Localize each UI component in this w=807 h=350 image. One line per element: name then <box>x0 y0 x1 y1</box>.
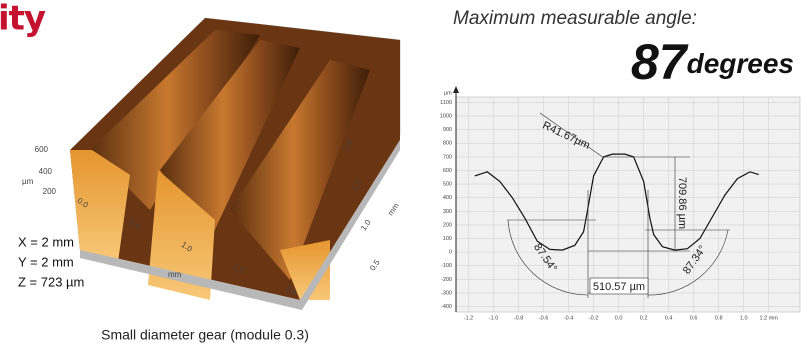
x-tick-label: -1.0 <box>489 315 498 321</box>
z-tick-label: 200 <box>43 187 57 196</box>
subtitle: Maximum measurable angle: <box>453 8 697 29</box>
y-tick-label: -200 <box>441 277 452 283</box>
y-unit: µm <box>444 90 452 96</box>
annotation: 510.57 µm <box>593 281 645 293</box>
x-tick-label: 0.2 <box>640 315 648 321</box>
annotation: 709.86 µm <box>676 177 688 229</box>
angle-unit: degrees <box>687 48 794 79</box>
dimension-text: Y = 2 mm <box>18 254 74 269</box>
x-tick-label: 0.8 <box>715 315 723 321</box>
y-tick-label: 0.5 <box>368 258 382 273</box>
plot-area <box>455 96 801 313</box>
y-tick-label: 200 <box>443 222 452 228</box>
gear-3d-image <box>70 17 401 310</box>
x-tick-label: 0.4 <box>665 315 673 321</box>
y-tick-label: 900 <box>443 127 452 133</box>
x-tick-label: -1.2 <box>464 315 473 321</box>
z-tick-label: 400 <box>39 167 53 176</box>
x-tick-label: 1.0 <box>740 315 748 321</box>
x-tick-label: -0.8 <box>514 315 523 321</box>
x-unit: mm <box>168 270 182 279</box>
dimension-text: X = 2 mm <box>18 234 74 249</box>
y-axis-arrow <box>453 86 459 93</box>
label-box <box>589 277 649 295</box>
y-tick-label: -100 <box>441 263 452 269</box>
x-tick-label: -0.2 <box>589 315 598 321</box>
z-unit: µm <box>22 177 34 186</box>
angle-headline: 87degrees <box>631 34 794 90</box>
y-tick-label: 600 <box>443 168 452 174</box>
y-tick-label: 100 <box>443 236 452 242</box>
angle-arc <box>647 229 729 296</box>
profile-chart: 110010009008007006005004003002001000-100… <box>440 86 801 321</box>
y-tick-label: -400 <box>441 304 452 310</box>
x-tick-label: 1.2 mm <box>760 315 779 321</box>
x-tick-label: 0.0 <box>615 315 623 321</box>
y-tick-label: 1000 <box>440 114 452 120</box>
x-tick-label: -0.4 <box>564 315 573 321</box>
y-tick-label: 1.0 <box>359 218 373 233</box>
y-tick-label: 800 <box>443 141 452 147</box>
z-tick-label: 600 <box>35 145 49 154</box>
angle-arc <box>507 219 589 296</box>
y-tick-label: -300 <box>441 290 452 296</box>
page-title: ity <box>0 0 46 39</box>
x-tick-label: -0.6 <box>539 315 548 321</box>
x-tick-label: 0.6 <box>690 315 698 321</box>
profile-line <box>474 153 759 251</box>
angle-number: 87 <box>631 34 689 90</box>
dimension-text: Z = 723 µm <box>18 274 84 289</box>
y-tick-label: 500 <box>443 182 452 188</box>
y-tick-label: 700 <box>443 154 452 160</box>
y-unit: mm <box>386 201 401 217</box>
y-tick-label: 300 <box>443 209 452 215</box>
figure-caption: Small diameter gear (module 0.3) <box>101 327 309 343</box>
y-tick-label: 1100 <box>440 100 452 106</box>
y-tick-label: 0 <box>449 250 452 256</box>
y-tick-label: 400 <box>443 195 452 201</box>
dimension-line <box>539 112 605 159</box>
dimensions: X = 2 mm Y = 2 mm Z = 723 µm <box>18 234 84 289</box>
